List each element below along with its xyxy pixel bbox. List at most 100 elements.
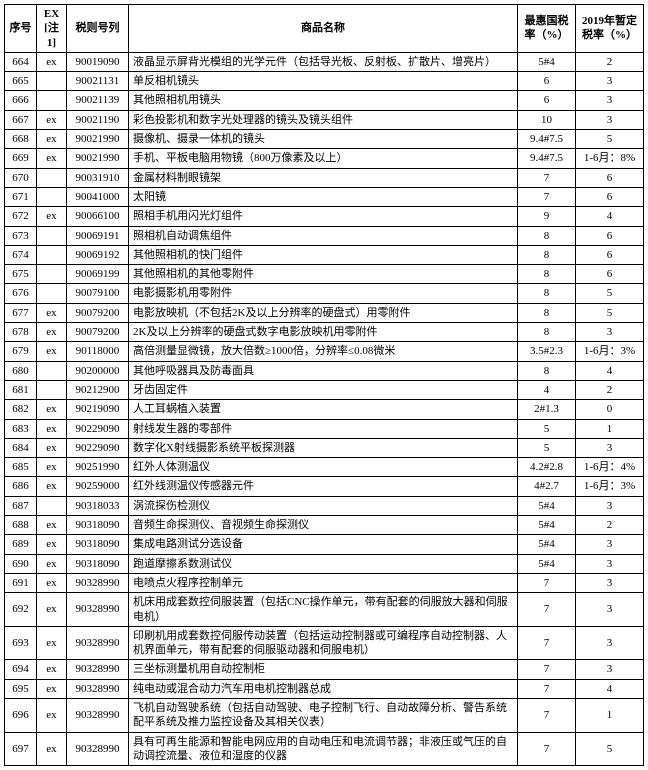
header-ex: EX [注1] (37, 5, 67, 53)
cell-seq: 689 (5, 535, 37, 554)
cell-ex (37, 226, 67, 245)
cell-code: 90079200 (67, 303, 129, 322)
cell-rate1: 7 (518, 698, 576, 732)
cell-rate2: 3 (576, 496, 644, 515)
cell-rate2: 3 (576, 110, 644, 129)
cell-code: 90229090 (67, 438, 129, 457)
table-row: 683ex90229090射线发生器的零部件51 (5, 419, 644, 438)
cell-name: 摄像机、摄录一体机的镜头 (129, 130, 518, 149)
cell-rate2: 3 (576, 91, 644, 110)
cell-rate2: 6 (576, 226, 644, 245)
cell-name: 牙齿固定件 (129, 380, 518, 399)
cell-rate2: 5 (576, 732, 644, 766)
cell-rate2: 3 (576, 660, 644, 679)
cell-code: 90318033 (67, 496, 129, 515)
cell-name: 音频生命探测仪、音视频生命探测仪 (129, 516, 518, 535)
cell-name: 涡流探伤检测仪 (129, 496, 518, 515)
cell-code: 90229090 (67, 419, 129, 438)
cell-seq: 693 (5, 626, 37, 660)
cell-code: 90219090 (67, 400, 129, 419)
cell-name: 飞机自动驾驶系统（包括自动驾驶、电子控制飞行、自动故障分析、警告系统配平系统及推… (129, 698, 518, 732)
cell-rate1: 4 (518, 380, 576, 399)
cell-rate1: 5#4 (518, 535, 576, 554)
cell-name: 集成电路测试分选设备 (129, 535, 518, 554)
cell-seq: 678 (5, 323, 37, 342)
table-row: 694ex90328990三坐标测量机用自动控制柜73 (5, 660, 644, 679)
cell-code: 90069199 (67, 265, 129, 284)
cell-name: 其他照相机用镜头 (129, 91, 518, 110)
cell-seq: 684 (5, 438, 37, 457)
cell-seq: 683 (5, 419, 37, 438)
cell-code: 90318090 (67, 554, 129, 573)
table-row: 68090200000其他呼吸器具及防毒面具84 (5, 361, 644, 380)
cell-rate1: 8 (518, 226, 576, 245)
cell-ex: ex (37, 626, 67, 660)
cell-code: 90021131 (67, 72, 129, 91)
cell-code: 90328990 (67, 593, 129, 627)
cell-name: 其他呼吸器具及防毒面具 (129, 361, 518, 380)
table-row: 687 90318033涡流探伤检测仪5#43 (5, 496, 644, 515)
cell-name: 纯电动或混合动力汽车用电机控制器总成 (129, 679, 518, 698)
cell-rate1: 5#4 (518, 554, 576, 573)
cell-ex: ex (37, 149, 67, 168)
cell-ex: ex (37, 535, 67, 554)
cell-rate1: 9.4#7.5 (518, 130, 576, 149)
table-row: 682ex90219090人工耳蜗植入装置2#1.30 (5, 400, 644, 419)
cell-seq: 690 (5, 554, 37, 573)
header-row: 序号 EX [注1] 税则号列 商品名称 最惠国税率（%） 2019年暂定税率（… (5, 5, 644, 53)
cell-ex (37, 284, 67, 303)
cell-name: 单反相机镜头 (129, 72, 518, 91)
cell-code: 90328990 (67, 660, 129, 679)
cell-seq: 667 (5, 110, 37, 129)
cell-seq: 670 (5, 168, 37, 187)
cell-rate2: 4 (576, 207, 644, 226)
cell-code: 90041000 (67, 187, 129, 206)
cell-rate2: 2 (576, 380, 644, 399)
cell-name: 射线发生器的零部件 (129, 419, 518, 438)
table-row: 697ex90328990具有可再生能源和智能电网应用的自动电压和电流调节器；非… (5, 732, 644, 766)
cell-name: 具有可再生能源和智能电网应用的自动电压和电流调节器；非液压或气压的自动调控流量、… (129, 732, 518, 766)
cell-seq: 685 (5, 458, 37, 477)
cell-ex (37, 380, 67, 399)
cell-seq: 664 (5, 52, 37, 71)
cell-rate1: 5#4 (518, 496, 576, 515)
table-row: 684ex90229090数字化X射线摄影系统平板探测器53 (5, 438, 644, 457)
table-row: 67090031910金属材料制眼镜架76 (5, 168, 644, 187)
cell-code: 90069192 (67, 245, 129, 264)
table-row: 672ex90066100照相手机用闪光灯组件94 (5, 207, 644, 226)
cell-rate2: 3 (576, 323, 644, 342)
cell-code: 90259000 (67, 477, 129, 496)
header-rate1: 最惠国税率（%） (518, 5, 576, 53)
cell-rate2: 1-6月：3% (576, 477, 644, 496)
cell-name: 金属材料制眼镜架 (129, 168, 518, 187)
table-row: 67490069192其他照相机的快门组件86 (5, 245, 644, 264)
cell-seq: 687 (5, 496, 37, 515)
cell-rate2: 3 (576, 626, 644, 660)
cell-ex: ex (37, 323, 67, 342)
cell-rate2: 5 (576, 303, 644, 322)
cell-rate2: 3 (576, 554, 644, 573)
cell-rate1: 7 (518, 679, 576, 698)
header-seq: 序号 (5, 5, 37, 53)
header-rate2: 2019年暂定税率（%） (576, 5, 644, 53)
cell-code: 90031910 (67, 168, 129, 187)
cell-rate1: 7 (518, 593, 576, 627)
cell-ex: ex (37, 593, 67, 627)
cell-seq: 671 (5, 187, 37, 206)
cell-seq: 696 (5, 698, 37, 732)
table-row: 677ex90079200电影放映机（不包括2K及以上分辨率的硬盘式）用零附件8… (5, 303, 644, 322)
cell-code: 90021139 (67, 91, 129, 110)
cell-code: 90328990 (67, 573, 129, 592)
cell-seq: 691 (5, 573, 37, 592)
cell-seq: 688 (5, 516, 37, 535)
cell-rate1: 8 (518, 245, 576, 264)
cell-ex: ex (37, 698, 67, 732)
cell-rate2: 1-6月：4% (576, 458, 644, 477)
table-row: 68190212900牙齿固定件42 (5, 380, 644, 399)
cell-rate2: 1-6月：8% (576, 149, 644, 168)
cell-seq: 679 (5, 342, 37, 361)
cell-seq: 680 (5, 361, 37, 380)
cell-ex (37, 91, 67, 110)
cell-ex: ex (37, 438, 67, 457)
header-name: 商品名称 (129, 5, 518, 53)
